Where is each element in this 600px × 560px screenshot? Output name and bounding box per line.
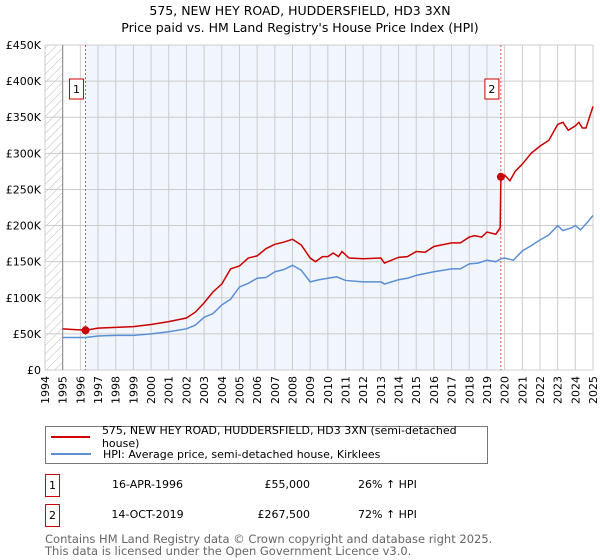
y-tick-label: £350K bbox=[6, 111, 42, 124]
x-tick-label: 1995 bbox=[57, 376, 70, 404]
sale-date: 16-APR-1996 bbox=[111, 478, 184, 491]
series-line-hpi bbox=[62, 214, 594, 339]
legend: 575, NEW HEY ROAD, HUDDERSFIELD, HD3 3XN… bbox=[45, 424, 488, 464]
x-tick-label: 2020 bbox=[499, 376, 512, 404]
x-tick-label: 1998 bbox=[110, 376, 123, 404]
x-tick-label: 1997 bbox=[92, 376, 105, 404]
legend-label: 575, NEW HEY ROAD, HUDDERSFIELD, HD3 3XN… bbox=[101, 424, 457, 450]
table-row: 2 14-OCT-2019 £267,500 72% ↑ HPI bbox=[45, 504, 465, 527]
x-tick-label: 2006 bbox=[251, 376, 264, 404]
sale-date: 14-OCT-2019 bbox=[111, 508, 184, 521]
x-tick-label: 1994 bbox=[39, 376, 52, 404]
series-line-property bbox=[62, 106, 594, 332]
sale-hpi-diff: 72% ↑ HPI bbox=[358, 508, 417, 521]
x-tick-label: 2012 bbox=[357, 376, 370, 404]
x-tick-label: 2014 bbox=[393, 376, 406, 404]
ownership-shading bbox=[85, 45, 501, 370]
sale-badge-box bbox=[484, 78, 500, 100]
x-tick-label: 2018 bbox=[463, 376, 476, 404]
table-row: 1 16-APR-1996 £55,000 26% ↑ HPI bbox=[45, 474, 465, 497]
y-tick-label: £250K bbox=[6, 183, 42, 196]
x-tick-label: 2025 bbox=[587, 376, 600, 404]
footer-line-2: This data is licensed under the Open Gov… bbox=[45, 544, 412, 558]
x-tick-label: 2023 bbox=[552, 376, 565, 404]
x-tick-label: 2010 bbox=[322, 376, 335, 404]
y-tick-label: £0 bbox=[27, 364, 41, 377]
x-tick-label: 2024 bbox=[569, 376, 582, 404]
x-tick-label: 2005 bbox=[233, 376, 246, 404]
y-tick-label: £100K bbox=[6, 292, 42, 305]
x-tick-label: 2007 bbox=[269, 376, 282, 404]
sale-hpi-diff: 26% ↑ HPI bbox=[358, 478, 417, 491]
x-tick-label: 2001 bbox=[163, 376, 176, 404]
x-tick-label: 2003 bbox=[198, 376, 211, 404]
chart-subtitle: Price paid vs. HM Land Registry's House … bbox=[121, 20, 479, 35]
legend-label: HPI: Average price, semi-detached house,… bbox=[103, 447, 381, 461]
y-tick-label: £50K bbox=[13, 328, 42, 341]
sale-badge-label: 2 bbox=[488, 83, 495, 96]
legend-item-hpi: HPI: Average price, semi-detached house,… bbox=[51, 445, 380, 463]
chart-title: 575, NEW HEY ROAD, HUDDERSFIELD, HD3 3XN bbox=[149, 3, 451, 18]
x-tick-label: 2002 bbox=[180, 376, 193, 404]
sale-marker-badge: 2 bbox=[45, 504, 60, 527]
sale-point bbox=[496, 172, 505, 181]
sale-price: £267,500 bbox=[257, 508, 311, 521]
y-tick-label: £300K bbox=[6, 147, 42, 160]
x-tick-label: 2021 bbox=[516, 376, 529, 404]
x-tick-label: 2013 bbox=[375, 376, 388, 404]
y-tick-label: £150K bbox=[6, 256, 42, 269]
legend-swatch-blue bbox=[51, 453, 91, 455]
legend-item-property: 575, NEW HEY ROAD, HUDDERSFIELD, HD3 3XN… bbox=[51, 424, 487, 450]
x-tick-label: 2004 bbox=[216, 376, 229, 404]
sale-marker-badge: 1 bbox=[45, 474, 60, 497]
sale-badge-label: 1 bbox=[73, 83, 80, 96]
x-tick-label: 2009 bbox=[304, 376, 317, 404]
y-tick-label: £450K bbox=[6, 39, 42, 52]
x-tick-label: 2016 bbox=[428, 376, 441, 404]
x-tick-label: 2008 bbox=[286, 376, 299, 404]
x-tick-label: 2019 bbox=[481, 376, 494, 404]
price-chart: 1994 1995 1996 1997 1998 1999 2000 2001 2002 2003… bbox=[6, 39, 600, 404]
x-tick-label: 2022 bbox=[534, 376, 547, 404]
y-tick-label: £400K bbox=[6, 75, 42, 88]
sale-point bbox=[81, 326, 90, 335]
x-tick-label: 1999 bbox=[127, 376, 140, 404]
footer-line-1: Contains HM Land Registry data © Crown c… bbox=[45, 532, 493, 546]
y-tick-label: £200K bbox=[6, 220, 42, 233]
x-tick-label: 2011 bbox=[340, 376, 353, 404]
pre-data-hatch bbox=[45, 45, 63, 370]
sale-badge-box bbox=[68, 78, 84, 100]
x-tick-label: 1996 bbox=[74, 376, 87, 404]
x-tick-label: 2017 bbox=[446, 376, 459, 404]
x-tick-label: 2000 bbox=[145, 376, 158, 404]
x-tick-label: 2015 bbox=[410, 376, 423, 404]
sale-price: £55,000 bbox=[264, 478, 311, 491]
legend-swatch-red bbox=[51, 436, 90, 438]
